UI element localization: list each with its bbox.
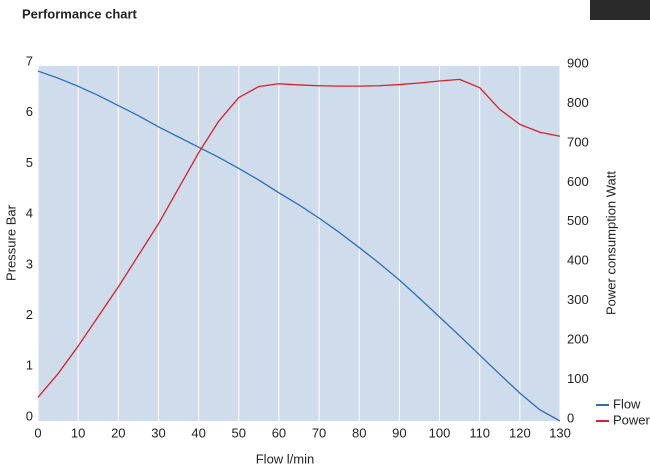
x-tick-label: 30 xyxy=(151,425,165,440)
y2-tick-label: 600 xyxy=(567,174,589,189)
legend-label: Power xyxy=(613,412,650,427)
plot-area xyxy=(38,66,560,421)
y2-tick-label: 700 xyxy=(567,134,589,149)
y2-tick-label: 500 xyxy=(567,213,589,228)
x-tick-label: 20 xyxy=(111,425,125,440)
corner-image xyxy=(590,0,650,20)
y2-tick-label: 0 xyxy=(567,410,574,425)
y-tick-label: 2 xyxy=(26,307,33,322)
y-tick-label: 1 xyxy=(26,358,33,373)
y2-axis-label: Power consumption Watt xyxy=(603,171,618,315)
x-tick-label: 10 xyxy=(71,425,85,440)
x-tick-label: 50 xyxy=(232,425,246,440)
y-tick-label: 0 xyxy=(26,408,33,423)
legend-label: Flow xyxy=(613,396,641,411)
x-tick-label: 40 xyxy=(191,425,205,440)
x-tick-label: 60 xyxy=(272,425,286,440)
y2-tick-label: 400 xyxy=(567,253,589,268)
x-tick-label: 0 xyxy=(34,425,41,440)
y-axis-label: Pressure Bar xyxy=(3,204,18,281)
y-tick-label: 4 xyxy=(26,206,33,221)
y-tick-label: 3 xyxy=(26,256,33,271)
y-tick-label: 5 xyxy=(26,155,33,170)
x-axis-label: Flow l/min xyxy=(256,451,315,466)
y2-tick-label: 200 xyxy=(567,332,589,347)
series-line xyxy=(37,70,561,422)
x-tick-label: 110 xyxy=(469,425,490,440)
x-tick-label: 70 xyxy=(312,425,326,440)
y2-tick-label: 800 xyxy=(567,95,589,110)
x-tick-label: 100 xyxy=(429,425,451,440)
y2-tick-label: 300 xyxy=(567,292,589,307)
y2-tick-label: 900 xyxy=(567,55,589,70)
x-tick-label: 90 xyxy=(392,425,406,440)
x-tick-label: 130 xyxy=(549,425,571,440)
chart-title: Performance chart xyxy=(22,6,138,21)
x-tick-label: 120 xyxy=(509,425,531,440)
x-tick-label: 80 xyxy=(352,425,366,440)
y-tick-label: 7 xyxy=(26,53,33,68)
y-tick-label: 6 xyxy=(26,104,33,119)
series-line xyxy=(37,78,561,398)
y2-tick-label: 100 xyxy=(567,371,589,386)
